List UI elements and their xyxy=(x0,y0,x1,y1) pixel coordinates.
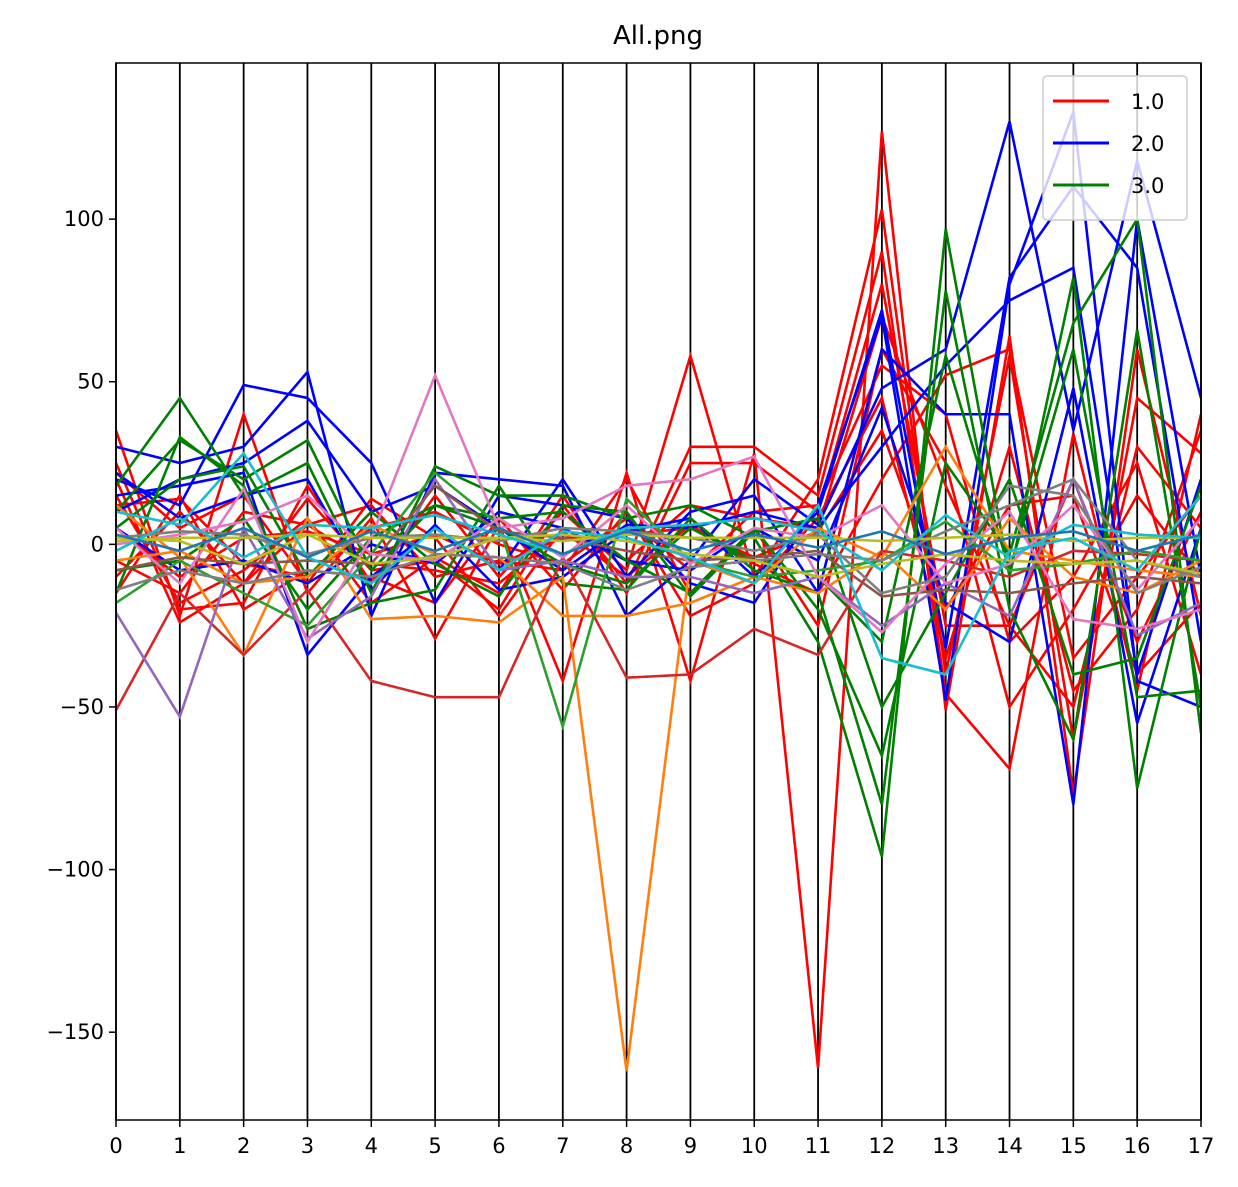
y-axis-ticks: 100 50 0 −50 −100 −150 xyxy=(46,207,116,1044)
x-tick-label-13: 13 xyxy=(932,1134,959,1158)
x-tick-label-14: 14 xyxy=(996,1134,1023,1158)
x-tick-label-6: 6 xyxy=(492,1134,505,1158)
x-tick-label-5: 5 xyxy=(428,1134,441,1158)
x-tick-label-12: 12 xyxy=(869,1134,896,1158)
series-line-10 xyxy=(116,121,1201,620)
series-line-23 xyxy=(116,549,1201,711)
series-line-26 xyxy=(116,484,1201,598)
x-tick-label-1: 1 xyxy=(173,1134,186,1158)
x-axis-ticks: 0 1 2 3 4 5 6 7 8 9 10 11 12 13 14 15 16 17 xyxy=(109,1120,1214,1158)
series-line-27 xyxy=(116,371,1201,645)
series-line-25 xyxy=(116,476,1201,720)
y-tick-label-0: 100 xyxy=(64,207,104,231)
legend: 1.0 2.0 3.0 xyxy=(1042,75,1188,221)
series-line-35 xyxy=(116,526,1201,559)
series-line-1 xyxy=(116,209,1201,740)
y-tick-label-5: −150 xyxy=(46,1020,104,1044)
plot-frame xyxy=(115,62,1202,1121)
legend-label-1: 2.0 xyxy=(1131,132,1164,156)
series-line-30 xyxy=(116,484,1201,595)
series-line-29 xyxy=(116,477,1201,592)
legend-box xyxy=(1042,75,1188,221)
x-tick-label-2: 2 xyxy=(237,1134,250,1158)
x-tick-label-0: 0 xyxy=(109,1134,122,1158)
y-tick-label-3: −50 xyxy=(60,695,104,719)
series-line-34 xyxy=(116,513,1201,572)
series-line-15 xyxy=(116,387,1201,724)
x-tick-label-4: 4 xyxy=(365,1134,378,1158)
x-tick-label-11: 11 xyxy=(805,1134,832,1158)
series-line-2 xyxy=(116,251,1201,772)
y-tick-label-2: 0 xyxy=(91,532,104,556)
x-tick-label-7: 7 xyxy=(556,1134,569,1158)
x-tick-label-15: 15 xyxy=(1060,1134,1087,1158)
y-tick-label-4: −100 xyxy=(46,858,104,882)
x-tick-label-17: 17 xyxy=(1188,1134,1215,1158)
x-tick-label-16: 16 xyxy=(1124,1134,1151,1158)
x-tick-label-3: 3 xyxy=(301,1134,314,1158)
series-line-14 xyxy=(116,184,1201,649)
x-tick-label-10: 10 xyxy=(741,1134,768,1158)
chart-title: All.png xyxy=(613,21,703,51)
legend-label-2: 3.0 xyxy=(1131,174,1164,198)
x-tick-label-8: 8 xyxy=(620,1134,633,1158)
y-tick-label-1: 50 xyxy=(77,370,104,394)
series-line-11 xyxy=(116,111,1201,709)
x-tick-label-9: 9 xyxy=(684,1134,697,1158)
series-line-33 xyxy=(116,451,1201,676)
legend-label-0: 1.0 xyxy=(1131,90,1164,114)
series-line-12 xyxy=(116,218,1201,805)
series-lines xyxy=(116,111,1201,1072)
